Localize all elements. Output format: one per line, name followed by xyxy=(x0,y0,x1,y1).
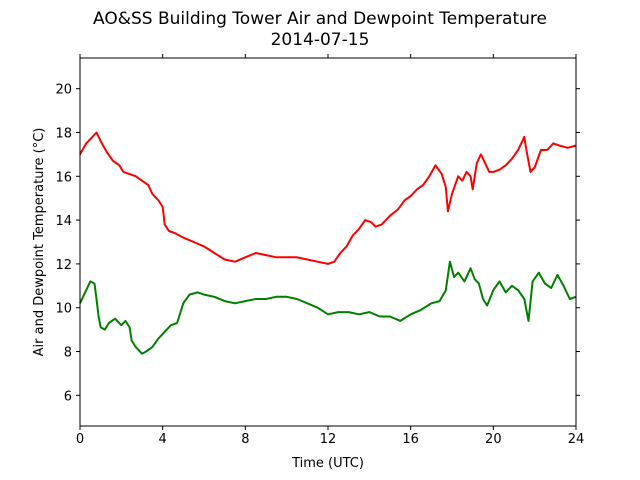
y-tick-label: 12 xyxy=(55,258,72,273)
y-axis-label: Air and Dewpoint Temperature (°C) xyxy=(32,128,47,357)
series-layer xyxy=(79,131,577,355)
air-temperature-line xyxy=(79,131,577,265)
x-tick-label: 20 xyxy=(485,432,502,447)
x-tick-label: 24 xyxy=(568,432,585,447)
x-tick-label: 0 xyxy=(76,432,84,447)
y-tick-label: 8 xyxy=(64,346,72,361)
chart-title: AO&SS Building Tower Air and Dewpoint Te… xyxy=(93,9,547,29)
x-axis-label: Time (UTC) xyxy=(291,456,364,471)
ticks-layer: 0 4 8 12 16 20 24 6 8 10 12 14 16 18 20 xyxy=(55,54,584,447)
y-tick-label: 10 xyxy=(55,302,72,317)
x-tick-label: 8 xyxy=(241,432,249,447)
x-tick-label: 4 xyxy=(159,432,167,447)
y-tick-label: 20 xyxy=(55,83,72,98)
x-tick-label: 12 xyxy=(320,432,337,447)
y-tick-label: 18 xyxy=(55,126,72,141)
y-tick-label: 14 xyxy=(55,214,72,229)
y-tick-label: 6 xyxy=(64,389,72,404)
plot-frame xyxy=(79,57,577,427)
chart-subtitle: 2014-07-15 xyxy=(271,30,370,50)
x-tick-label: 16 xyxy=(402,432,419,447)
y-tick-label: 16 xyxy=(55,170,72,185)
dewpoint-temperature-line xyxy=(79,260,577,355)
